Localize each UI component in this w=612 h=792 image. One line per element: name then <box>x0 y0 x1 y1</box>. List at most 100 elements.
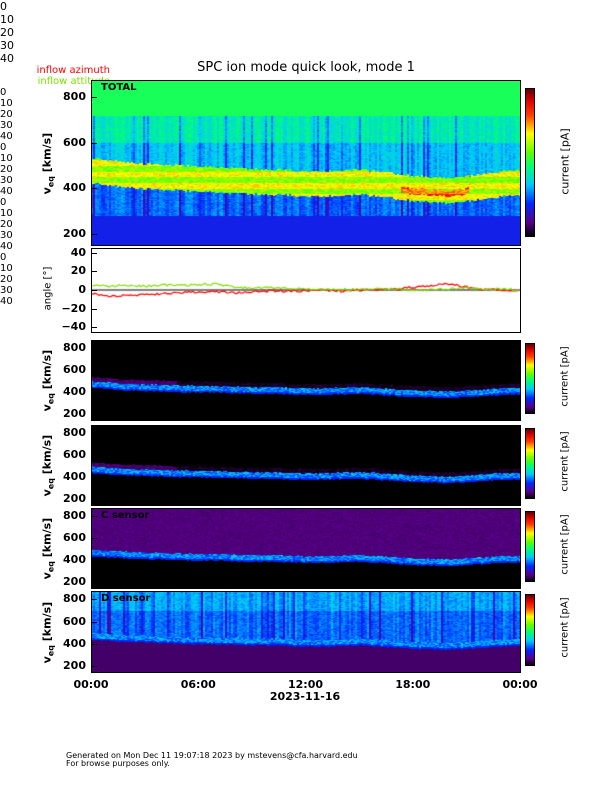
y-tick-label: 200 <box>63 659 86 673</box>
x-tick-label: 18:00 <box>395 678 431 691</box>
ylabel-sub: eq <box>46 478 56 490</box>
colorbar-tick-label: 10 <box>0 13 14 26</box>
colorbar-tick-label: 20 <box>0 109 13 120</box>
colorbar-tick-label: 40 <box>0 131 13 142</box>
y-tick <box>91 666 97 668</box>
colorbar-tick-label: 0 <box>0 87 7 98</box>
y-tick-label: 400 <box>63 385 86 399</box>
colorbar-tick-label: 20 <box>0 274 13 285</box>
y-tick <box>91 392 97 394</box>
colorbar <box>525 428 535 499</box>
footer-browse: For browse purposes only. <box>66 759 170 768</box>
panel-label-d-sensor: D sensor <box>101 593 151 604</box>
colorbar-label: current [pA] <box>559 597 571 658</box>
y-tick-label: 200 <box>63 492 86 506</box>
colorbar-tick-label: 20 <box>0 219 13 230</box>
y-tick-label: 800 <box>63 592 86 606</box>
spectrogram-c-sensor <box>91 508 520 588</box>
spectrogram-d-sensor <box>91 591 520 672</box>
angle-plot <box>91 248 520 332</box>
y-tick <box>91 188 97 190</box>
y-tick-label: 800 <box>63 509 86 523</box>
y-tick <box>91 621 97 623</box>
x-tick-label: 06:00 <box>180 678 216 691</box>
ylabel-unit: [km/s] <box>40 132 54 176</box>
panel-frame <box>91 248 521 333</box>
colorbar-tick-label: 30 <box>0 230 13 241</box>
colorbar-tick-label: 20 <box>0 26 14 39</box>
y-tick <box>91 142 97 144</box>
spectrogram-total <box>91 80 520 245</box>
y-tick-label: 600 <box>63 448 86 462</box>
y-tick <box>91 516 97 518</box>
legend-inflow-attitude: inflow attitude <box>37 76 110 87</box>
colorbar-tick-label: 0 <box>0 142 7 153</box>
y-tick-label: −20 <box>61 301 86 315</box>
x-tick-label: 12:00 <box>287 678 323 691</box>
y-tick-label: 200 <box>63 226 86 240</box>
y-tick-label: 600 <box>63 531 86 545</box>
colorbar-tick-label: 40 <box>0 52 14 65</box>
ylabel-sub: eq <box>46 175 56 187</box>
colorbar-tick-label: 30 <box>0 39 14 52</box>
ylabel-unit: [km/s] <box>40 349 54 394</box>
y-tick-label: 800 <box>63 426 86 440</box>
y-tick-label: 400 <box>63 470 86 484</box>
ylabel-sub: eq <box>46 644 56 656</box>
y-tick <box>91 327 97 329</box>
y-tick-label: 200 <box>63 407 86 421</box>
y-tick-label: 40 <box>70 245 86 259</box>
y-tick <box>91 370 97 372</box>
colorbar <box>525 88 535 237</box>
ylabel-sub: eq <box>46 561 56 573</box>
y-tick <box>91 252 97 254</box>
y-tick-label: −40 <box>61 320 86 334</box>
y-tick-label: 800 <box>63 90 86 104</box>
y-tick <box>91 455 97 457</box>
y-tick-label: 400 <box>63 181 86 195</box>
panel-frame <box>91 80 521 246</box>
y-tick <box>91 582 97 584</box>
y-tick-label: 200 <box>63 575 86 589</box>
colorbar-tick-label: 40 <box>0 186 13 197</box>
colorbar-tick-label: 10 <box>0 153 13 164</box>
ylabel-sub: eq <box>46 393 56 405</box>
ylabel-var: v <box>40 655 54 663</box>
y-axis-label: veq [km/s] <box>40 572 55 692</box>
y-tick <box>91 233 97 235</box>
y-tick-label: 400 <box>63 553 86 567</box>
ylabel-unit: [km/s] <box>40 601 54 645</box>
ylabel-var: v <box>40 186 54 194</box>
colorbar-tick-label: 10 <box>0 263 13 274</box>
colorbar-tick-label: 30 <box>0 120 13 131</box>
x-tick-label: 00:00 <box>502 678 538 691</box>
ylabel-unit: [km/s] <box>40 517 54 562</box>
spectrogram-a-sensor <box>91 340 520 420</box>
y-tick <box>91 433 97 435</box>
x-tick-label: 00:00 <box>73 678 109 691</box>
colorbar <box>525 511 535 582</box>
panel-frame <box>91 425 521 506</box>
y-tick <box>91 97 97 99</box>
y-tick <box>91 348 97 350</box>
colorbar-tick-label: 0 <box>0 252 7 263</box>
y-tick-label: 400 <box>63 637 86 651</box>
y-tick <box>91 538 97 540</box>
footer-generated: Generated on Mon Dec 11 19:07:18 2023 by… <box>66 751 358 760</box>
colorbar-tick-label: 30 <box>0 285 13 296</box>
spectrogram-b-sensor <box>91 425 520 505</box>
y-tick <box>91 599 97 601</box>
colorbar-tick-label: 10 <box>0 208 13 219</box>
panel-label-c-sensor: C sensor <box>101 510 150 521</box>
panel-frame <box>91 508 521 589</box>
y-tick <box>91 290 97 291</box>
y-tick-label: 600 <box>63 614 86 628</box>
plot-title: SPC ion mode quick look, mode 1 <box>197 60 415 75</box>
panel-label-total: TOTAL <box>101 82 137 93</box>
y-tick-label: 0 <box>78 283 86 296</box>
colorbar-tick-label: 10 <box>0 98 13 109</box>
panel-frame <box>91 340 521 421</box>
colorbar <box>525 343 535 414</box>
colorbar-tick-label: 40 <box>0 296 13 307</box>
